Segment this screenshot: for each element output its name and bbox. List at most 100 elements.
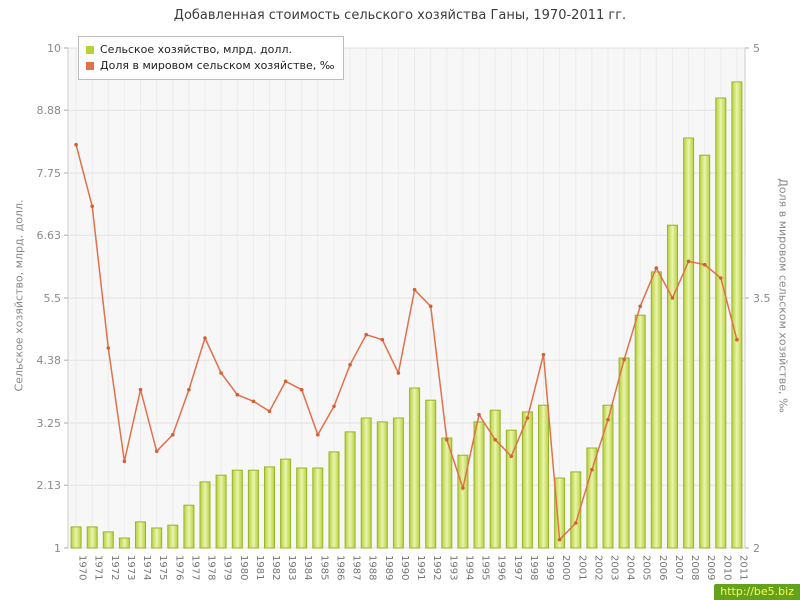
- share-point-1976: [171, 432, 175, 437]
- right-axis-tick-label: 2: [753, 542, 760, 555]
- x-axis-label: 1984: [302, 555, 313, 580]
- share-point-2004: [622, 357, 626, 362]
- bar-1984: [296, 467, 308, 549]
- share-point-1993: [445, 437, 449, 442]
- left-axis-tick-label: 5.5: [44, 292, 62, 305]
- legend-swatch: [86, 62, 94, 70]
- bar-1981: [247, 469, 259, 549]
- x-axis-label: 2010: [721, 555, 732, 580]
- x-axis-label: 1997: [512, 555, 523, 580]
- left-axis-tick-label: 1: [54, 542, 61, 555]
- bar-2004: [618, 357, 630, 549]
- x-axis-label: 1996: [496, 555, 507, 580]
- share-point-1986: [332, 404, 336, 409]
- x-axis-label: 1979: [222, 555, 233, 580]
- share-point-1981: [251, 399, 256, 404]
- legend-item: Доля в мировом сельском хозяйстве, ‰: [86, 58, 334, 74]
- share-point-1999: [541, 352, 546, 357]
- bar-2005: [634, 314, 646, 549]
- legend-item: Сельское хозяйство, млрд. долл.: [86, 42, 334, 58]
- bar-1996: [489, 409, 501, 549]
- left-axis-tick-label: 7.75: [37, 167, 62, 180]
- right-axis-title: Доля в мировом сельском хозяйстве, ‰: [776, 178, 790, 413]
- bar-1997: [505, 429, 517, 549]
- share-point-2007: [670, 296, 675, 300]
- watermark-link[interactable]: http://be5.biz: [714, 584, 800, 600]
- share-point-2003: [606, 417, 610, 422]
- bar-1989: [376, 421, 388, 549]
- bar-1990: [392, 417, 404, 549]
- bar-1994: [457, 454, 469, 549]
- share-point-1974: [138, 387, 143, 392]
- share-point-2005: [638, 304, 642, 309]
- x-axis-label: 2009: [705, 555, 716, 580]
- bar-1988: [360, 417, 372, 549]
- right-axis-tick-label: 3.5: [753, 292, 771, 305]
- x-axis-label: 1990: [399, 555, 410, 580]
- share-point-1995: [477, 412, 481, 417]
- x-axis-label: 1971: [93, 555, 104, 580]
- share-point-1984: [299, 387, 304, 392]
- share-point-1970: [74, 142, 78, 147]
- x-axis-label: 2006: [657, 555, 668, 580]
- share-point-1975: [154, 449, 159, 454]
- left-axis-tick-label: 10: [47, 42, 61, 55]
- bar-1982: [264, 466, 275, 549]
- share-point-1977: [187, 387, 191, 392]
- share-point-1982: [267, 409, 272, 414]
- legend-label: Сельское хозяйство, млрд. долл.: [100, 43, 292, 56]
- share-point-1996: [493, 437, 498, 442]
- x-axis-label: 1983: [286, 555, 297, 580]
- share-point-1989: [380, 337, 385, 342]
- bar-2009: [699, 154, 711, 549]
- bar-1977: [183, 504, 195, 549]
- x-axis-label: 1988: [367, 555, 378, 580]
- share-point-1971: [90, 204, 94, 209]
- share-point-2002: [590, 467, 594, 472]
- bar-2008: [683, 137, 695, 549]
- x-axis-label: 1974: [141, 555, 152, 580]
- x-axis-label: 1970: [77, 555, 88, 580]
- x-axis-label: 2004: [625, 555, 636, 580]
- share-point-2009: [702, 262, 707, 267]
- left-axis-tick-label: 6.63: [37, 229, 62, 242]
- bar-1972: [102, 531, 114, 549]
- share-point-2006: [654, 266, 659, 270]
- bar-2007: [667, 224, 678, 549]
- x-axis-label: 1973: [125, 555, 136, 580]
- bar-1992: [425, 399, 437, 549]
- x-axis-label: 1980: [238, 555, 249, 580]
- bar-1979: [215, 474, 227, 549]
- bar-2000: [554, 477, 566, 549]
- x-axis-label: 2011: [737, 555, 748, 580]
- share-point-1978: [203, 336, 207, 340]
- share-point-1979: [219, 371, 223, 375]
- bar-1991: [409, 387, 421, 549]
- x-axis-label: 2005: [641, 555, 652, 580]
- x-axis-label: 1992: [431, 555, 442, 580]
- x-axis-label: 1998: [528, 555, 539, 580]
- bar-2010: [715, 97, 727, 549]
- bar-2011: [731, 81, 743, 549]
- x-axis-label: 1975: [157, 555, 168, 580]
- share-point-1994: [461, 486, 465, 490]
- left-axis-title: Сельское хозяйство, млрд. долл.: [12, 199, 26, 392]
- bar-1975: [151, 527, 163, 549]
- share-point-1988: [364, 332, 369, 337]
- bar-1983: [280, 458, 292, 549]
- legend-label: Доля в мировом сельском хозяйстве, ‰: [100, 59, 335, 72]
- x-axis-label: 1989: [383, 555, 394, 580]
- x-axis-label: 1985: [318, 555, 329, 580]
- x-axis-label: 2002: [592, 555, 603, 580]
- x-axis-label: 1995: [480, 555, 491, 580]
- x-axis-label: 2001: [576, 555, 587, 580]
- share-point-1973: [122, 459, 127, 464]
- bar-1998: [521, 411, 533, 549]
- x-axis-label: 1981: [254, 555, 265, 580]
- left-axis-tick-label: 3.25: [37, 417, 62, 430]
- x-axis-label: 1977: [189, 555, 200, 580]
- bar-1987: [344, 431, 356, 549]
- x-axis-label: 1978: [206, 555, 217, 580]
